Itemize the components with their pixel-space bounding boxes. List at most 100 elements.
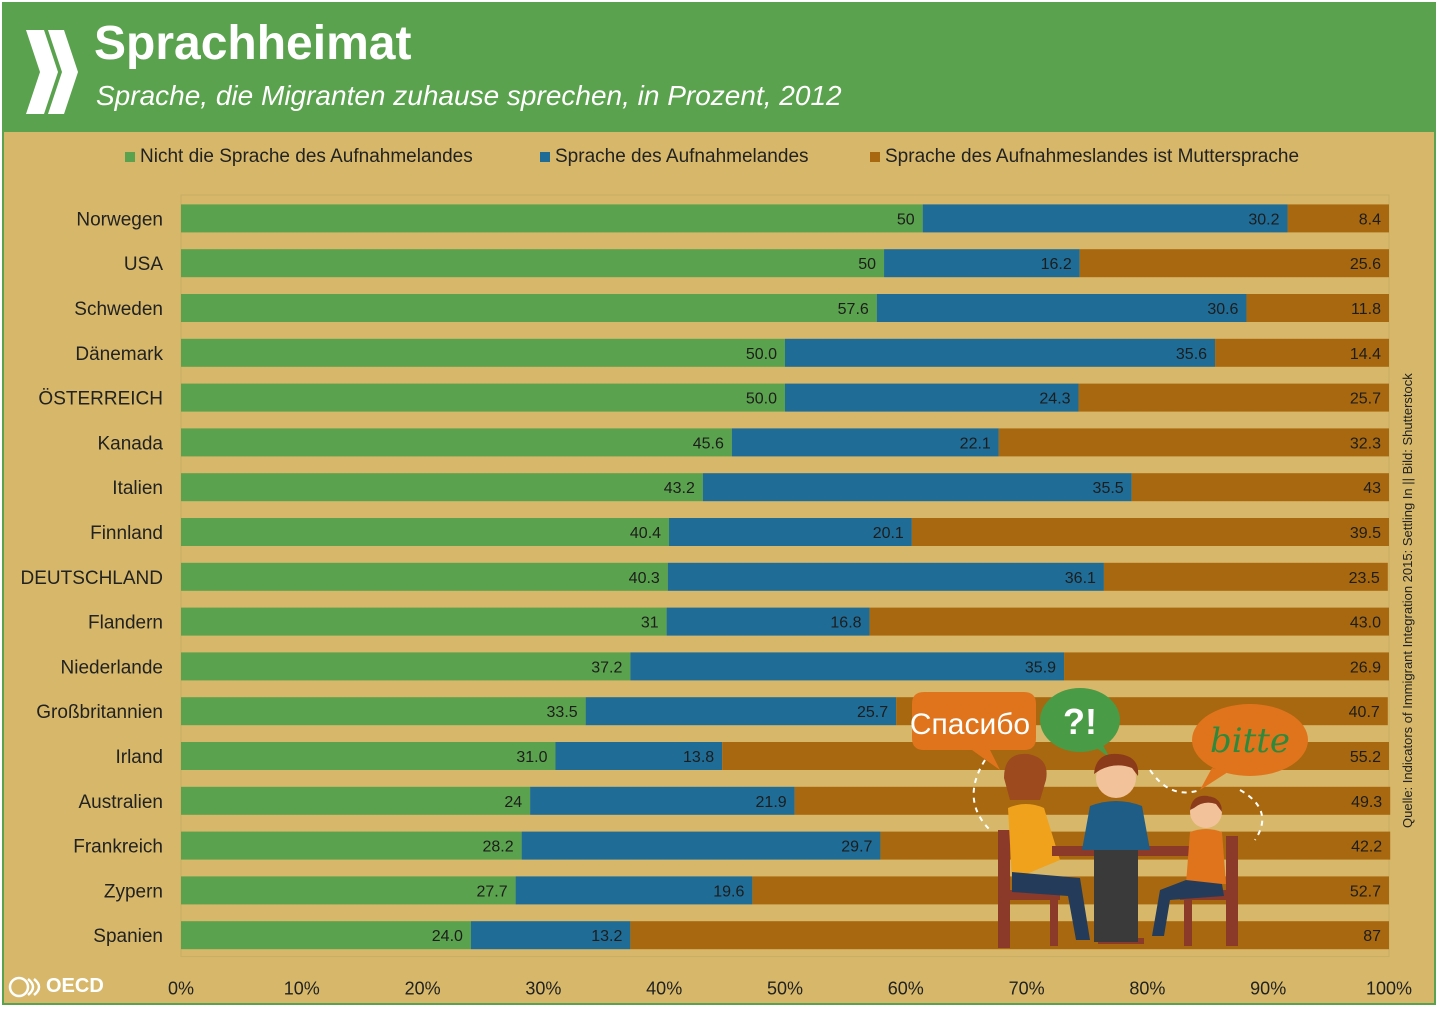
bar-segment [181,562,668,591]
data-label: 25.7 [1350,391,1381,408]
oecd-logo-text: OECD [46,975,104,997]
chair-left [998,830,1010,948]
bar-segment [181,607,667,636]
data-label: 35.9 [1025,659,1056,676]
bar-segment [181,383,785,412]
x-tick-label: 100% [1366,979,1412,999]
data-label: 29.7 [841,839,872,856]
bar-segment [1103,562,1388,591]
legend-swatch [125,152,135,162]
bar-segment [515,876,753,905]
category-label: Niederlande [61,657,163,678]
bar-segment [181,921,471,950]
bar-segment [876,294,1247,322]
data-label: 24.0 [432,928,463,945]
child-hair [1190,795,1222,812]
man-hair [1094,753,1139,776]
child-body [1186,829,1226,884]
data-label: 33.5 [547,704,578,721]
man-head-icon [1096,758,1136,798]
bar-segment [1287,204,1389,233]
data-label: 50 [858,256,876,273]
oecd-logo: OECD [8,975,104,998]
data-label: 16.8 [830,615,861,632]
bar-segment [181,742,556,770]
legend-label: Sprache des Aufnahmelandes [555,146,809,167]
data-label: 43.0 [1350,615,1381,632]
speech-bubble-middle-text: ?! [1063,701,1097,742]
speech-bubble-middle-tail [1094,740,1110,758]
data-label: 31 [641,615,659,632]
chair-left-seat [1000,890,1060,900]
bar-segment [666,607,870,636]
woman-legs [1012,872,1090,940]
legend-label: Sprache des Aufnahmeslandes ist Muttersp… [885,146,1300,167]
bar-segment [884,249,1080,278]
bar-segment [731,428,999,457]
data-label: 25.6 [1350,256,1381,273]
bar-segment [521,831,881,860]
category-label: Schweden [74,299,163,320]
category-label: Spanien [93,926,163,947]
data-label: 42.2 [1351,839,1382,856]
data-label: 57.6 [838,301,869,318]
x-tick-label: 50% [767,979,803,999]
data-label: 37.2 [591,659,622,676]
data-label: 40.4 [630,525,661,542]
bar-segment [1078,383,1389,412]
data-label: 32.3 [1350,435,1381,452]
data-label: 16.2 [1041,256,1072,273]
x-tick-label: 60% [888,979,924,999]
bar-segment [785,383,1079,412]
chevron-logo-icon [26,30,78,114]
x-tick-label: 40% [646,979,682,999]
bar-segment [470,921,631,950]
x-tick-label: 80% [1129,979,1165,999]
data-label: 23.5 [1349,570,1380,587]
data-label: 21.9 [756,794,787,811]
data-label: 24.3 [1039,391,1070,408]
data-label: 35.5 [1093,480,1124,497]
bar-segment [1131,473,1389,502]
speech-bubble-right [1192,704,1308,776]
category-label: Großbritannien [36,702,163,723]
data-label: 26.9 [1350,659,1381,676]
data-label: 24 [504,794,522,811]
data-label: 87 [1363,928,1381,945]
man-body [1082,801,1150,850]
category-label: Zypern [104,881,163,902]
bar-segment [181,473,703,502]
data-label: 45.6 [693,435,724,452]
woman-body [1008,804,1060,880]
x-tick-label: 30% [525,979,561,999]
bar-segment [181,204,923,233]
header-band: Sprachheimat Sprache, die Migranten zuha… [4,4,1434,132]
data-label: 19.6 [713,883,744,900]
bar-segment [181,338,785,367]
x-tick-label: 90% [1250,979,1286,999]
data-label: 50 [897,211,915,228]
data-label: 52.7 [1350,883,1381,900]
category-label: Australien [79,792,164,813]
bar-segment [181,876,516,905]
category-label: Finnland [90,523,163,544]
data-label: 40.3 [629,570,660,587]
category-label: ÖSTERREICH [38,389,163,410]
chart-title: Sprachheimat [94,17,412,70]
chair-right-leg [1184,900,1192,946]
data-label: 8.4 [1359,211,1381,228]
data-label: 35.6 [1176,346,1207,363]
bar-segment [1064,652,1389,681]
data-label: 50.0 [746,391,777,408]
legend-item-host-language: Sprache des Aufnahmelandes [540,145,809,169]
bar-segment [181,294,877,322]
data-label: 22.1 [960,435,991,452]
category-label: Italien [112,478,163,499]
oecd-logo-icon [8,976,41,997]
category-label: Norwegen [76,209,163,230]
legend-swatch [540,152,550,162]
data-label: 30.6 [1207,301,1238,318]
bar-segment [530,786,795,815]
category-label: Flandern [88,613,163,634]
category-label: USA [124,254,163,275]
